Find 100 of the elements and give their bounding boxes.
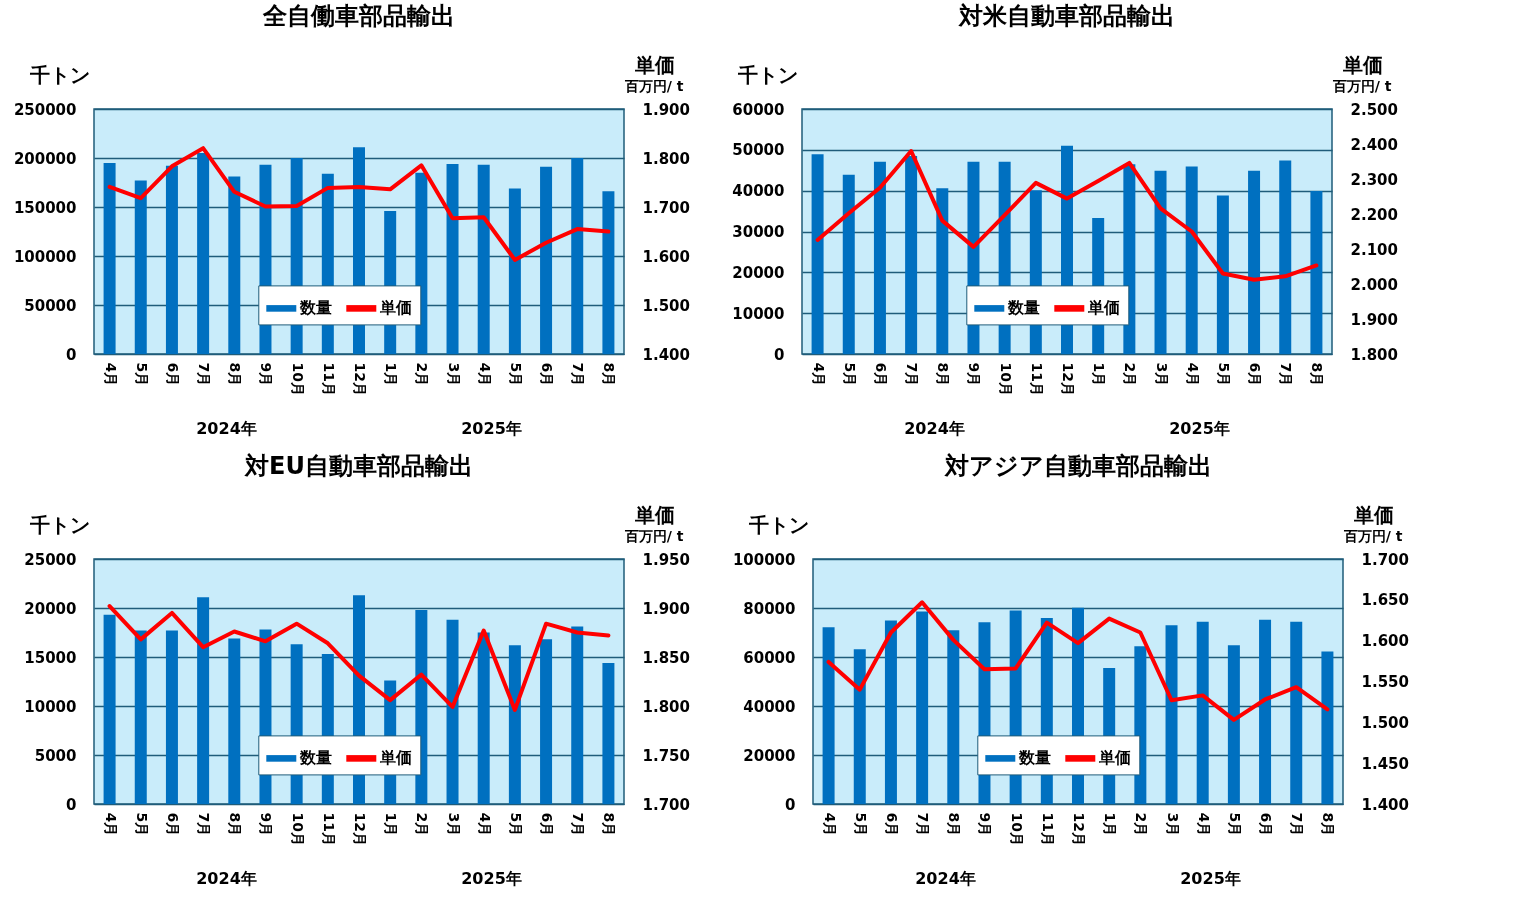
y2-tick-label: 1.900 (1350, 310, 1398, 329)
y-tick-label: 150000 (13, 198, 77, 217)
text: 百万円/ t (623, 78, 684, 94)
y2-tick-label: 1.800 (1350, 345, 1398, 364)
x-tick-label: 8月 (935, 362, 952, 387)
line-series (815, 149, 1319, 282)
x-tick-label: 6月 (164, 812, 181, 837)
line-series (107, 604, 611, 712)
x-tick-label: 2月 (1133, 812, 1150, 837)
y2-tick-label: 1.950 (642, 550, 690, 569)
x-tick-label: 7月 (196, 362, 213, 387)
y-axis-title: 千トン (28, 512, 90, 537)
bar (947, 630, 960, 804)
y-axis-title: 千トン (747, 512, 809, 537)
y-tick-label: 100000 (13, 247, 77, 266)
y-axis-title: 千トン (736, 62, 798, 87)
y-tick-label: 50000 (24, 296, 77, 315)
x-tick-label: 7月 (570, 812, 587, 837)
x-tick-label: 7月 (570, 362, 587, 387)
x-tick-label: 4月 (810, 362, 827, 387)
y-tick-label: 0 (66, 345, 77, 364)
y2-tick-label: 2.200 (1350, 205, 1398, 224)
y2-tick-label: 1.500 (642, 296, 690, 315)
y-tick-label: 0 (785, 795, 796, 814)
x-tick-label: 5月 (852, 812, 869, 837)
y-tick-label: 20000 (732, 263, 785, 282)
bar (134, 630, 147, 804)
legend-label: 単価 (379, 298, 413, 318)
x-tick-label: 1月 (1091, 362, 1108, 387)
y2-axis-title: 単価 (633, 502, 675, 527)
text: 百万円/ t (1331, 78, 1392, 94)
x-tick-label: 3月 (445, 362, 462, 387)
y2-tick-label: 2.000 (1350, 275, 1398, 294)
y2-tick-label: 1.900 (642, 599, 690, 618)
y-tick-label: 40000 (743, 697, 796, 716)
text: 2024年 (196, 869, 257, 888)
text: 2024年 (196, 419, 257, 438)
bar (228, 176, 241, 354)
x-tick-label: 7月 (904, 362, 921, 387)
y-tick-label: 10000 (732, 304, 785, 323)
legend-label: 数量 (299, 298, 333, 318)
y2-tick-label: 2.100 (1350, 240, 1398, 259)
x-tick-label: 2月 (414, 812, 431, 837)
bar (1185, 166, 1198, 354)
x-tick-label: 5月 (1215, 362, 1232, 387)
bar (1227, 645, 1240, 804)
y2-tick-label: 1.800 (642, 149, 690, 168)
bar (1310, 191, 1323, 354)
y-tick-label: 0 (774, 345, 785, 364)
y2-tick-label: 1.400 (1361, 795, 1409, 814)
bar (602, 191, 615, 354)
x-tick-label: 8月 (601, 812, 618, 837)
bar (103, 162, 116, 354)
x-tick-label: 5月 (841, 362, 858, 387)
y2-tick-label: 1.800 (642, 697, 690, 716)
y-tick-label: 100000 (732, 550, 796, 569)
y2-tick-label: 2.400 (1350, 135, 1398, 154)
x-tick-label: 10月 (997, 362, 1014, 396)
x-tick-label: 8月 (946, 812, 963, 837)
legend-label: 数量 (299, 748, 333, 768)
x-tick-label: 4月 (102, 362, 119, 387)
bar (873, 161, 886, 354)
x-tick-label: 3月 (1164, 812, 1181, 837)
chart-title: 対米自動車部品輸出 (958, 2, 1175, 30)
y2-axis-title: 単価 (633, 52, 675, 77)
x-tick-label: 3月 (1153, 362, 1170, 387)
y2-tick-label: 1.700 (642, 795, 690, 814)
legend-label: 単価 (1098, 748, 1132, 768)
x-tick-label: 5月 (507, 812, 524, 837)
x-tick-label: 5月 (133, 362, 150, 387)
x-tick-label: 6月 (883, 812, 900, 837)
y2-tick-label: 2.300 (1350, 170, 1398, 189)
y-tick-label: 10000 (24, 697, 77, 716)
bar (916, 611, 929, 804)
bar (1216, 195, 1229, 354)
x-tick-label: 10月 (289, 812, 306, 846)
x-tick-label: 10月 (289, 362, 306, 396)
x-tick-label: 12月 (1071, 812, 1087, 846)
y-tick-label: 50000 (732, 141, 785, 160)
bar (134, 180, 147, 354)
x-tick-label: 4月 (476, 362, 493, 387)
bar (1279, 160, 1292, 354)
x-tick-label: 8月 (227, 362, 244, 387)
chart-title: 全自働車部品輸出 (262, 2, 455, 30)
x-tick-label: 8月 (1309, 362, 1326, 387)
y2-tick-label: 1.600 (642, 247, 690, 266)
bar (508, 188, 521, 354)
y2-tick-label: 1.600 (1361, 632, 1409, 651)
bar (197, 153, 210, 354)
bar (197, 597, 210, 804)
y2-tick-label: 1.700 (1361, 550, 1409, 569)
bar (228, 638, 241, 804)
x-tick-label: 9月 (977, 812, 994, 837)
x-tick-label: 11月 (1039, 812, 1056, 846)
legend-label: 数量 (1018, 748, 1052, 768)
y-tick-label: 5000 (34, 746, 77, 765)
x-tick-label: 6月 (164, 362, 181, 387)
y-tick-label: 15000 (24, 648, 77, 667)
y2-tick-label: 1.500 (1361, 713, 1409, 732)
line-series (107, 146, 611, 262)
